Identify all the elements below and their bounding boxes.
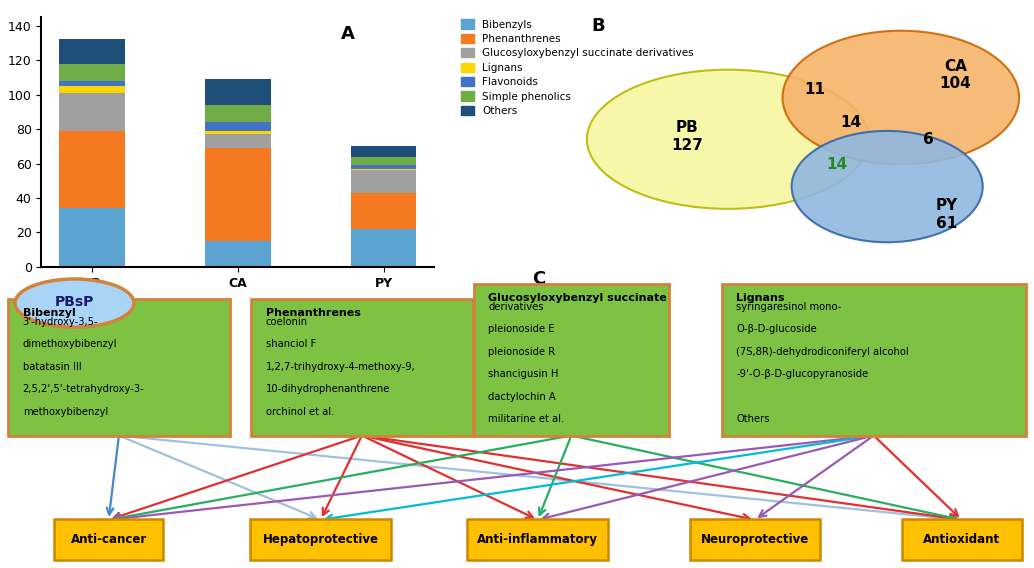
FancyBboxPatch shape [8,299,230,436]
Bar [205,148,271,241]
Text: pleionoside E: pleionoside E [488,324,554,334]
Text: pleionoside R: pleionoside R [488,346,555,357]
Text: Anti-cancer: Anti-cancer [70,533,147,546]
Text: dactylochin A: dactylochin A [488,392,556,402]
Text: 11: 11 [803,82,825,97]
FancyBboxPatch shape [250,519,391,560]
Y-axis label: Chemical number: Chemical number [0,86,2,198]
Bar [59,131,125,208]
Bar [205,122,271,131]
Bar [351,193,417,229]
FancyBboxPatch shape [54,519,163,560]
Bar [351,170,417,193]
Text: Lignans: Lignans [736,293,785,303]
Bar [205,131,271,134]
Text: syringaresinol mono-: syringaresinol mono- [736,302,842,312]
Bar [59,81,125,86]
Bar [59,208,125,267]
Text: B: B [591,17,605,35]
Text: 14: 14 [826,157,848,172]
FancyBboxPatch shape [474,285,669,436]
Bar [351,147,417,157]
FancyBboxPatch shape [722,285,1026,436]
Text: Antioxidant: Antioxidant [923,533,1000,546]
Text: 14: 14 [841,115,861,130]
Bar [205,79,271,105]
Ellipse shape [792,131,982,242]
Text: PB
127: PB 127 [671,120,703,153]
Text: batatasin III: batatasin III [23,362,82,372]
Text: C: C [533,270,546,288]
Ellipse shape [14,279,134,327]
FancyBboxPatch shape [902,519,1022,560]
Bar [205,105,271,122]
Text: A: A [341,24,355,43]
Text: Glucosyloxybenzyl succinate: Glucosyloxybenzyl succinate [488,293,667,303]
Text: 3'-hydroxy-3,5-: 3'-hydroxy-3,5- [23,316,98,327]
Text: 1,2,7-trihydroxy-4-methoxy-9,: 1,2,7-trihydroxy-4-methoxy-9, [266,362,416,372]
Text: derivatives: derivatives [488,302,544,312]
Bar [351,229,417,267]
Text: Neuroprotective: Neuroprotective [701,533,809,546]
Bar [59,93,125,131]
Text: coelonin: coelonin [266,316,308,327]
Text: Hepatoprotective: Hepatoprotective [263,533,378,546]
Text: Others: Others [736,415,769,424]
Bar [59,64,125,81]
FancyBboxPatch shape [467,519,608,560]
Text: (7S,8R)-dehydrodiconiferyl alcohol: (7S,8R)-dehydrodiconiferyl alcohol [736,346,909,357]
Text: militarine et al.: militarine et al. [488,415,565,424]
Ellipse shape [783,31,1020,164]
Bar [205,134,271,148]
Text: Anti-inflammatory: Anti-inflammatory [477,533,599,546]
Bar [351,165,417,169]
Text: PBsP: PBsP [55,295,94,310]
Bar [59,86,125,93]
Text: 6: 6 [922,132,934,147]
Bar [59,39,125,64]
Text: Phenanthrenes: Phenanthrenes [266,308,361,318]
Bar [351,157,417,165]
Bar [205,241,271,267]
Text: CA
104: CA 104 [940,59,971,91]
Bar [351,169,417,170]
Ellipse shape [587,70,869,209]
Text: O-β-D-glucoside: O-β-D-glucoside [736,324,817,334]
Text: dimethoxybibenzyl: dimethoxybibenzyl [23,339,117,349]
Text: -9'-O-β-D-glucopyranoside: -9'-O-β-D-glucopyranoside [736,369,869,379]
Text: 10-dihydrophenanthrene: 10-dihydrophenanthrene [266,385,390,394]
Text: 2,5,2',5'-tetrahydroxy-3-: 2,5,2',5'-tetrahydroxy-3- [23,385,145,394]
FancyBboxPatch shape [251,299,473,436]
Text: shancigusin H: shancigusin H [488,369,558,379]
Legend: Bibenzyls, Phenanthrenes, Glucosyloxybenzyl succinate derivatives, Lignans, Flav: Bibenzyls, Phenanthrenes, Glucosyloxyben… [459,17,696,118]
Text: methoxybibenzyl: methoxybibenzyl [23,407,108,417]
Text: Bibenzyl: Bibenzyl [23,308,75,318]
Text: orchinol et al.: orchinol et al. [266,407,334,417]
Text: shanciol F: shanciol F [266,339,316,349]
Text: PY
61: PY 61 [935,198,957,231]
FancyBboxPatch shape [690,519,820,560]
